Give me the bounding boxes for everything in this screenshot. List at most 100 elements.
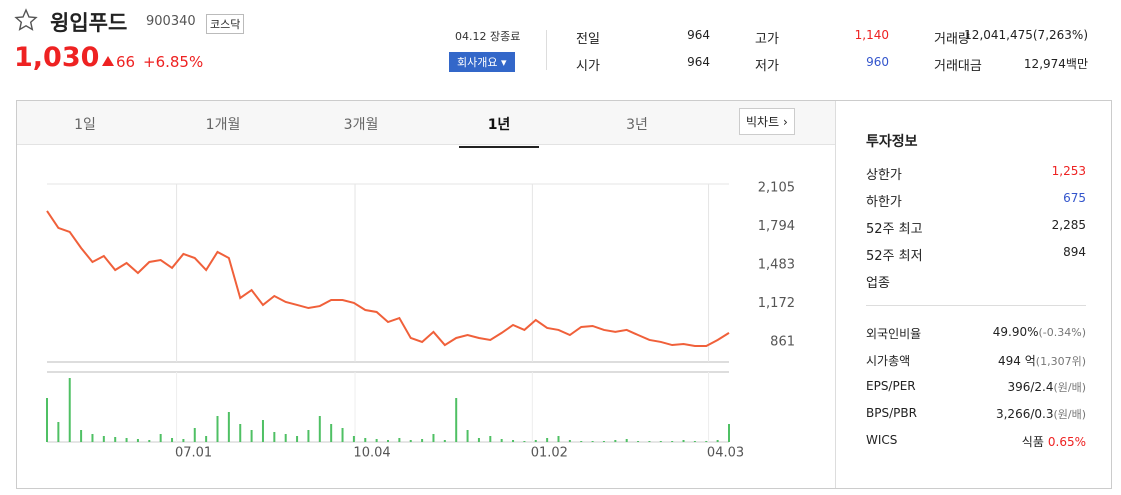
favorite-star[interactable]: [14, 8, 38, 32]
volume-bar: [148, 440, 151, 442]
volume-bar: [682, 440, 685, 442]
volume-bar: [614, 440, 617, 442]
stat-value: 12,974백만: [1023, 57, 1088, 71]
big-chart-button[interactable]: 빅차트 ›: [739, 108, 795, 135]
invest-title: 투자정보: [866, 134, 918, 150]
volume-bar: [46, 398, 48, 442]
invest-value: 1,253: [1051, 164, 1086, 178]
value: 3,266/0.3: [995, 407, 1054, 421]
tab[interactable]: 1일: [74, 117, 96, 133]
stat-value: 960: [866, 55, 889, 69]
invest-label: 하한가: [866, 195, 902, 210]
volume-bar: [125, 438, 128, 442]
stat-value: 1,140: [854, 28, 889, 42]
invest-value: 2,285: [1051, 218, 1086, 232]
volume-bar: [205, 436, 208, 442]
divider: [546, 30, 547, 70]
volume-bar: [80, 430, 83, 442]
volume-bar: [193, 428, 196, 442]
volume-bar: [421, 439, 424, 442]
sub-value: 0.65%: [1047, 435, 1086, 449]
x-tick-label: 04.03: [707, 446, 744, 461]
volume-bar: [261, 420, 264, 442]
volume-bar: [330, 424, 333, 442]
invest-label: EPS/PER: [866, 379, 916, 393]
volume-bar: [136, 439, 139, 442]
stock-name: 윙입푸드: [50, 11, 128, 35]
volume-bar: [568, 440, 571, 442]
volume-bar: [114, 437, 117, 442]
stat-label: 거래대금: [934, 59, 982, 74]
invest-value: 396/2.4(원/배): [1007, 379, 1086, 395]
stat-label: 고가: [755, 32, 779, 47]
volume-bar: [716, 440, 719, 442]
chart-box: [16, 100, 1112, 489]
volume-bar: [375, 439, 378, 442]
volume-bar: [534, 440, 537, 442]
tabs: 1일 1개월 3개월 1년 3년: [17, 101, 835, 148]
volume-bar: [705, 441, 708, 442]
volume-bar: [239, 424, 242, 442]
volume-bar: [398, 438, 401, 442]
divider: [866, 305, 1086, 306]
volume-bar: [637, 441, 640, 442]
value: 식품: [1021, 435, 1044, 449]
y-tick-label: 1,172: [758, 296, 795, 311]
volume-bar: [318, 416, 321, 442]
y-tick-label: 1,483: [758, 257, 795, 272]
x-tick-label: 07.01: [175, 446, 212, 461]
tab[interactable]: 3개월: [343, 117, 379, 133]
volume-bar: [432, 434, 435, 442]
volume-bar: [216, 416, 219, 442]
volume-bar: [466, 430, 469, 442]
change-rate: +6.85%: [143, 53, 204, 71]
volume-bar: [477, 438, 480, 442]
volume-bar: [159, 434, 162, 442]
invest-label: WICS: [866, 433, 898, 447]
volume-bar: [250, 430, 253, 442]
change: 66: [116, 53, 136, 71]
tab[interactable]: 3년: [626, 117, 648, 133]
invest-value: 494 억(1,307위): [998, 352, 1086, 369]
value: 494 억: [998, 354, 1036, 368]
close-date: 04.12 장종료: [455, 30, 521, 43]
value: 49.90%: [992, 325, 1039, 339]
x-tick-label: 01.02: [531, 446, 568, 461]
volume-bar: [557, 436, 560, 442]
price-line: [46, 210, 730, 348]
volume-bar: [602, 441, 605, 442]
tab[interactable]: 1년: [459, 114, 539, 148]
volume-bar: [591, 441, 594, 442]
volume-bar: [227, 412, 230, 442]
volume-bar: [671, 441, 674, 442]
volume-bar: [523, 441, 526, 442]
volume-bar: [364, 438, 367, 442]
volume-bar: [57, 422, 60, 442]
invest-label: 52주 최고: [866, 222, 923, 237]
volume-bar: [625, 439, 628, 442]
stat-value: 12,041,475(7,263%): [964, 28, 1088, 42]
company-label: 회사개요: [457, 56, 498, 69]
sub-value: (-0.34%): [1038, 326, 1087, 339]
stat-label: 전일: [576, 32, 600, 47]
invest-label: 시가총액: [866, 354, 911, 368]
volume-bar: [443, 440, 446, 442]
volume-bar: [580, 441, 583, 442]
invest-value: 49.90%(-0.34%): [993, 325, 1086, 339]
volume-bar: [352, 436, 355, 442]
invest-label: 외국인비율: [866, 327, 922, 341]
volume-bar: [182, 439, 185, 442]
stat-value: 964: [687, 28, 710, 42]
tab[interactable]: 1개월: [205, 117, 241, 133]
invest-panel: 투자정보 상한가 1,253 하한가 675 52주 최고 2,285 52주 최저 894 업종…: [835, 101, 1112, 488]
invest-value: 3,266/0.3(원/배): [996, 406, 1086, 422]
invest-value: 675: [1063, 191, 1086, 205]
market-badge: 코스닥: [206, 14, 245, 34]
invest-label: 상한가: [866, 168, 902, 183]
volume-bar: [455, 398, 458, 442]
volume-bar: [307, 430, 310, 442]
company-button[interactable]: 회사개요 ▾: [449, 52, 515, 72]
volume-bar: [341, 428, 344, 442]
volume-bar: [693, 441, 696, 442]
